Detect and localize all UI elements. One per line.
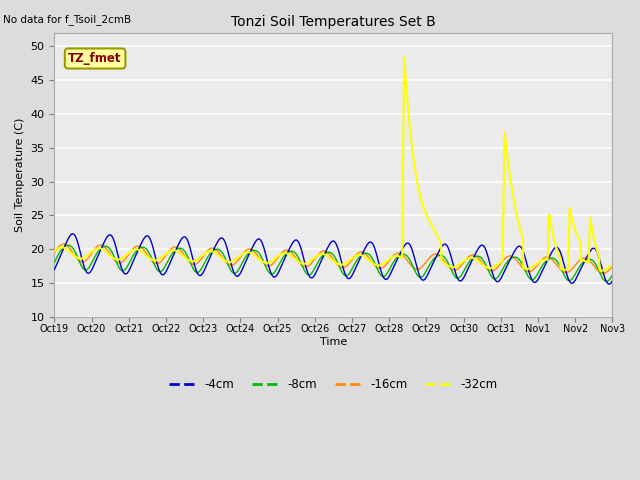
X-axis label: Time: Time: [320, 337, 347, 347]
Y-axis label: Soil Temperature (C): Soil Temperature (C): [15, 118, 25, 232]
Title: Tonzi Soil Temperatures Set B: Tonzi Soil Temperatures Set B: [231, 15, 436, 29]
Text: No data for f_Tsoil_2cmB: No data for f_Tsoil_2cmB: [3, 14, 131, 25]
Text: TZ_fmet: TZ_fmet: [68, 52, 122, 65]
Legend: -4cm, -8cm, -16cm, -32cm: -4cm, -8cm, -16cm, -32cm: [164, 373, 502, 396]
